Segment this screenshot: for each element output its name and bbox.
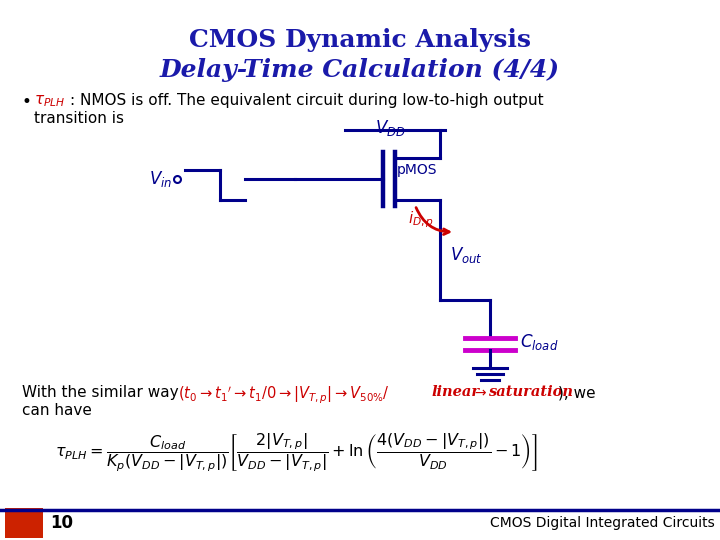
Text: linear: linear <box>432 385 480 399</box>
Text: •: • <box>22 93 32 111</box>
Text: $\tau_{PLH}$: $\tau_{PLH}$ <box>34 93 66 109</box>
Text: : NMOS is off. The equivalent circuit during low-to-high output: : NMOS is off. The equivalent circuit du… <box>70 93 544 108</box>
Text: $\tau_{PLH} = \dfrac{C_{load}}{K_p(V_{DD}-|V_{T,p}|)}\left[\dfrac{2|V_{T,p}|}{V_: $\tau_{PLH} = \dfrac{C_{load}}{K_p(V_{DD… <box>55 432 538 475</box>
Text: $V_{in}$: $V_{in}$ <box>149 169 172 189</box>
Text: With the similar way: With the similar way <box>22 385 184 400</box>
Text: 10: 10 <box>50 514 73 532</box>
Text: $(t_0{\rightarrow}t_1{^\prime}{\rightarrow}t_1/0{\rightarrow}|V_{T,p}|{\rightarr: $(t_0{\rightarrow}t_1{^\prime}{\rightarr… <box>178 385 390 406</box>
Text: ), we: ), we <box>558 385 595 400</box>
Text: $C_{load}$: $C_{load}$ <box>520 332 559 352</box>
Text: CMOS Dynamic Analysis: CMOS Dynamic Analysis <box>189 28 531 52</box>
Text: can have: can have <box>22 403 92 418</box>
Text: pMOS: pMOS <box>397 163 438 177</box>
Text: $\rightarrow$: $\rightarrow$ <box>472 385 487 399</box>
FancyBboxPatch shape <box>5 508 43 538</box>
Text: $V_{out}$: $V_{out}$ <box>450 245 483 265</box>
Text: Delay-Time Calculation (4/4): Delay-Time Calculation (4/4) <box>160 58 560 82</box>
Text: transition is: transition is <box>34 111 124 126</box>
Text: CMOS Digital Integrated Circuits: CMOS Digital Integrated Circuits <box>490 516 715 530</box>
Text: $V_{DD}$: $V_{DD}$ <box>374 118 405 138</box>
Text: saturation: saturation <box>488 385 573 399</box>
Text: $i_{D,p}$: $i_{D,p}$ <box>408 210 434 230</box>
